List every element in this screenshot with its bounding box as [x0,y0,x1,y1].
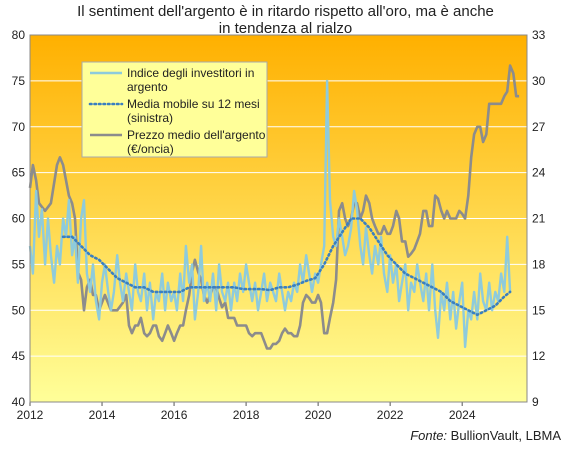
x-tick-label: 2012 [17,408,44,422]
legend-label-2: Media mobile su 12 mesi [127,97,260,111]
series-layer [28,64,520,350]
y-left-tick-label: 70 [12,120,26,134]
series-line-1 [28,79,512,349]
y-right-tick-label: 9 [532,395,539,409]
series-line-3 [28,64,520,350]
y-left-tick-label: 60 [12,212,26,226]
x-tick-label: 2018 [233,408,260,422]
y-left-tick-label: 40 [12,395,26,409]
x-tick-label: 2016 [161,408,188,422]
source-prefix: Fonte: [410,428,448,443]
y-right-tick-label: 21 [532,212,546,226]
y-left-tick-label: 55 [12,257,26,271]
y-right-tick-label: 12 [532,349,546,363]
y-left-tick-label: 50 [12,303,26,317]
series-line-2 [61,217,512,317]
chart-title-line-2: in tendenza al rialzo [218,20,353,37]
chart-title: Il sentiment dell'argento è in ritardo r… [0,3,571,37]
legend-label-3: (€/oncia) [127,142,174,156]
y-right-tick-label: 18 [532,257,546,271]
axes: 40 45 50 55 60 65 70 75 80 9 12 15 18 21 24 27 30 33 2012 2… [12,28,546,422]
y-left-tick-label: 65 [12,166,26,180]
legend-label-1: argento [127,80,168,94]
source-name: BullionVault, LBMA [450,428,561,443]
x-tick-label: 2022 [377,408,404,422]
y-right-tick-label: 24 [532,166,546,180]
legend-label-2: (sinistra) [127,111,173,125]
x-tick-label: 2014 [89,408,116,422]
y-left-tick-label: 75 [12,74,26,88]
legend-label-3: Prezzo medio dell'argento [127,128,266,142]
y-left-tick-label: 45 [12,349,26,363]
source-note: Fonte: BullionVault, LBMA [410,428,561,443]
y-right-tick-label: 15 [532,303,546,317]
y-right-tick-label: 33 [532,28,546,42]
legend-label-1: Indice degli investitori in [127,66,254,80]
x-tick-label: 2024 [449,408,476,422]
y-left-tick-label: 80 [12,28,26,42]
x-tick-label: 2020 [305,408,332,422]
y-right-tick-label: 27 [532,120,546,134]
chart-title-line-1: Il sentiment dell'argento è in ritardo r… [77,3,494,20]
legend-box [81,61,268,158]
y-right-tick-label: 30 [532,74,546,88]
plot-frame [29,34,528,403]
